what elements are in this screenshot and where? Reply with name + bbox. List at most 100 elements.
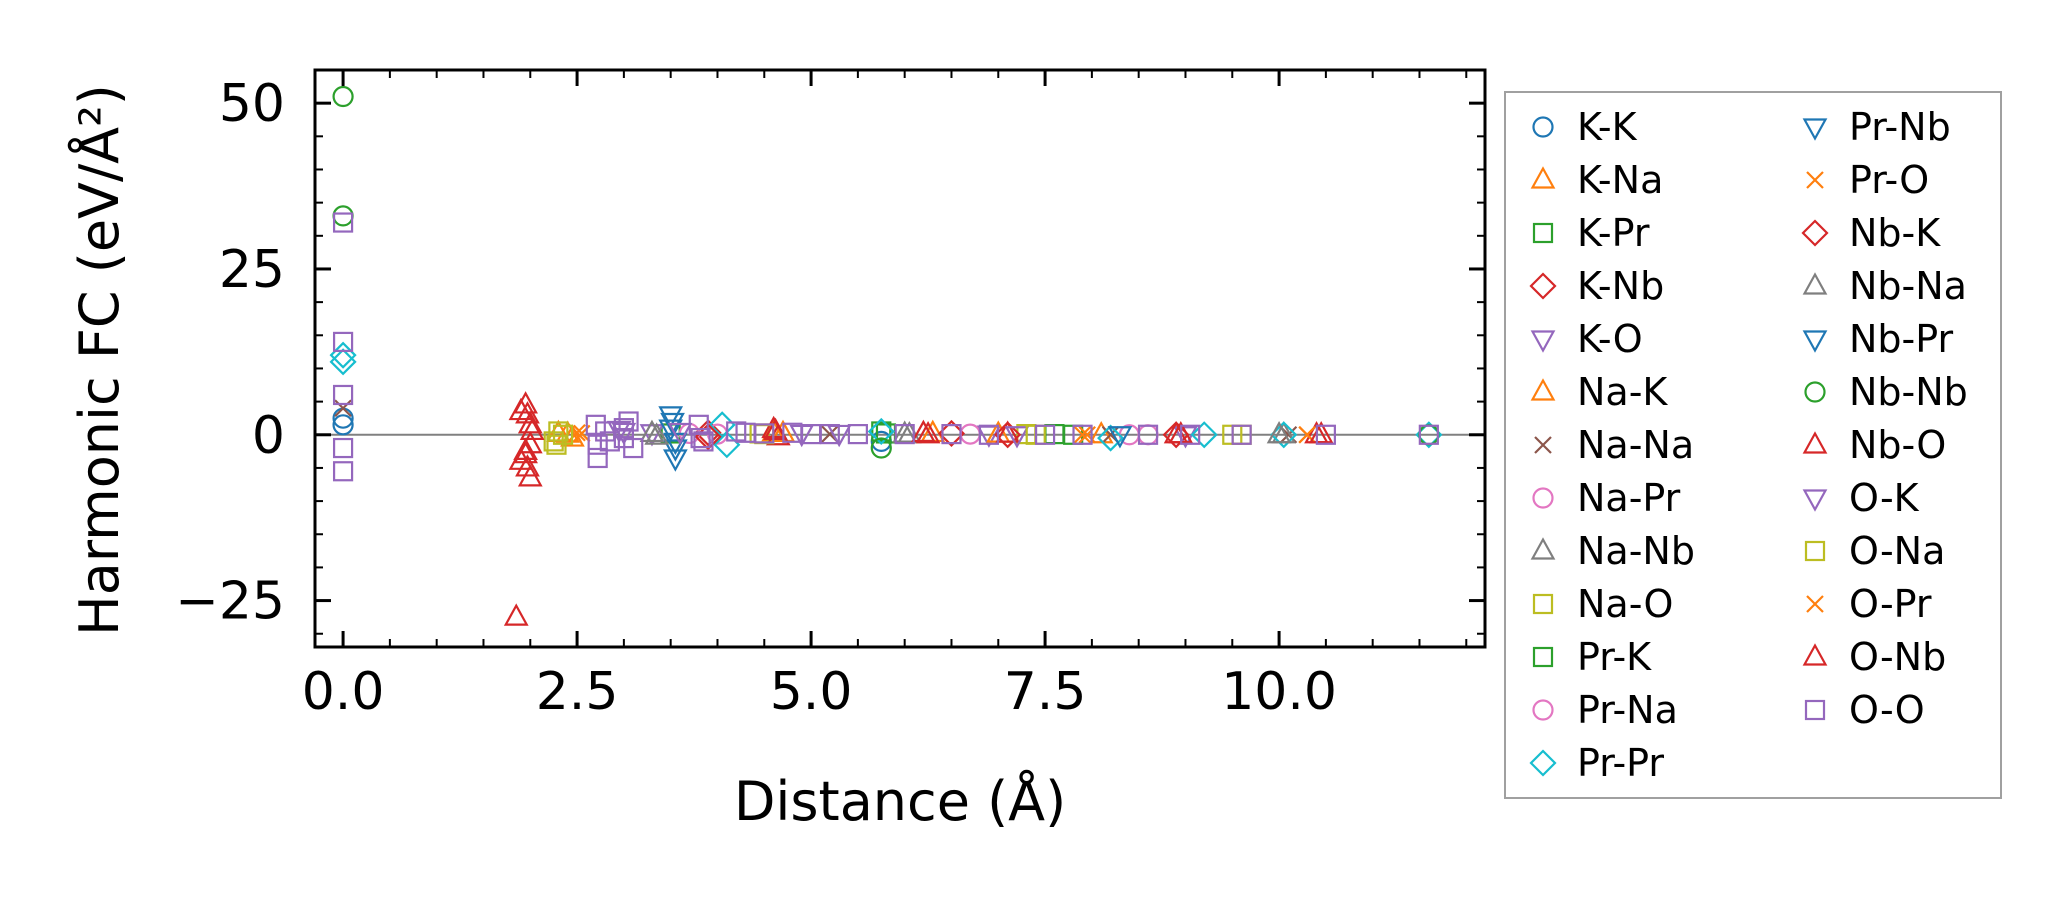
legend-entry: Pr-Nb xyxy=(1802,105,1951,149)
legend-entry: Pr-K xyxy=(1532,635,1652,679)
legend-entry: K-O xyxy=(1530,317,1643,361)
legend-marker xyxy=(1802,489,1828,512)
data-point xyxy=(754,423,775,444)
data-point xyxy=(515,401,540,424)
legend-entry: K-Pr xyxy=(1532,211,1650,255)
y-axis-label: Harmonic FC (eV/Å²) xyxy=(67,84,131,636)
data-point xyxy=(517,464,543,487)
legend-label: Pr-Pr xyxy=(1577,741,1664,785)
legend-label: O-Na xyxy=(1849,529,1945,573)
data-point xyxy=(332,85,354,108)
legend-marker xyxy=(1532,222,1554,244)
legend-label: K-K xyxy=(1577,105,1638,149)
data-point xyxy=(1004,426,1030,449)
data-point xyxy=(618,411,639,432)
data-point xyxy=(332,384,354,406)
data-point xyxy=(870,437,892,459)
data-point xyxy=(503,603,529,626)
data-point xyxy=(662,449,688,472)
legend-label: K-Na xyxy=(1577,158,1663,202)
legend-label: Nb-Na xyxy=(1849,264,1967,308)
legend-marker xyxy=(1529,272,1557,300)
legend-marker xyxy=(1801,219,1829,247)
legend-marker xyxy=(1804,540,1826,562)
legend-marker xyxy=(1802,431,1828,454)
data-point xyxy=(847,424,868,445)
data-point xyxy=(548,421,569,442)
legend-entry: Na-Pr xyxy=(1532,476,1681,520)
data-point xyxy=(1073,425,1092,444)
legend-entry: Nb-O xyxy=(1802,423,1946,467)
data-point xyxy=(995,420,1021,443)
legend-entry: Nb-K xyxy=(1801,211,1941,255)
legend-label: Pr-O xyxy=(1849,158,1929,202)
legend-label: Na-O xyxy=(1577,582,1673,626)
legend-entry: K-K xyxy=(1532,105,1638,149)
legend-marker xyxy=(1530,330,1556,353)
data-point xyxy=(1097,424,1125,452)
series-o-o xyxy=(332,212,1439,482)
legend-label: O-K xyxy=(1849,476,1920,520)
legend-marker xyxy=(1530,378,1556,401)
data-point xyxy=(658,406,684,429)
data-point xyxy=(332,461,354,482)
data-point xyxy=(1231,424,1252,445)
data-point xyxy=(819,424,840,445)
data-point xyxy=(978,424,1000,445)
data-point xyxy=(994,421,1022,449)
data-point xyxy=(763,417,788,441)
legend-label: Nb-K xyxy=(1849,211,1941,255)
plot-frame xyxy=(313,68,1487,649)
data-point xyxy=(332,331,354,353)
legend-marker xyxy=(1530,537,1556,560)
x-tick-label: 2.5 xyxy=(536,662,619,722)
data-point xyxy=(519,417,545,441)
data-point xyxy=(513,440,538,464)
data-point xyxy=(508,397,534,421)
data-point xyxy=(332,414,354,436)
legend-label: Na-K xyxy=(1577,370,1668,414)
legend-marker xyxy=(1802,118,1828,141)
legend-label: O-Nb xyxy=(1849,635,1946,679)
data-point xyxy=(1107,426,1133,449)
legend-marker xyxy=(1802,643,1828,666)
legend-label: O-Pr xyxy=(1849,582,1932,626)
data-point xyxy=(1034,424,1056,445)
legend-entry: Nb-Na xyxy=(1802,264,1967,308)
legend-entry: O-Pr xyxy=(1806,582,1932,626)
y-tick-label: 50 xyxy=(219,74,285,134)
data-point xyxy=(1072,424,1093,445)
legend-marker xyxy=(1802,330,1828,353)
legend-label: Na-Pr xyxy=(1577,476,1681,520)
legend-marker xyxy=(1806,171,1824,189)
data-point xyxy=(1137,424,1159,445)
data-point xyxy=(871,421,892,442)
plot-area xyxy=(315,70,1485,647)
x-axis-label: Distance (Å) xyxy=(734,769,1066,833)
series-o-nb xyxy=(508,397,1334,464)
data-point xyxy=(639,419,665,443)
legend-entry: Na-O xyxy=(1532,582,1673,626)
legend-marker xyxy=(1804,381,1826,403)
legend-entry: Na-Nb xyxy=(1530,529,1695,573)
data-point xyxy=(658,419,684,442)
legend-entry: Na-Na xyxy=(1534,423,1694,467)
legend-label: Nb-O xyxy=(1849,423,1946,467)
legend-marker xyxy=(1529,749,1557,777)
legend-entry: Nb-Nb xyxy=(1804,370,1968,414)
data-point xyxy=(667,422,693,446)
legend-marker xyxy=(1532,646,1554,668)
data-point xyxy=(688,414,709,435)
legend-label: K-Nb xyxy=(1577,264,1664,308)
legend-label: Na-Na xyxy=(1577,423,1694,467)
legend-marker xyxy=(1804,699,1826,721)
data-point xyxy=(599,431,620,452)
legend-label: Na-Nb xyxy=(1577,529,1695,573)
legend-label: K-O xyxy=(1577,317,1643,361)
legend-marker xyxy=(1534,436,1552,454)
legend-entry: O-K xyxy=(1802,476,1920,520)
legend-marker xyxy=(1532,593,1554,615)
legend-entry: K-Na xyxy=(1530,158,1663,202)
legend-label: Pr-K xyxy=(1577,635,1652,679)
